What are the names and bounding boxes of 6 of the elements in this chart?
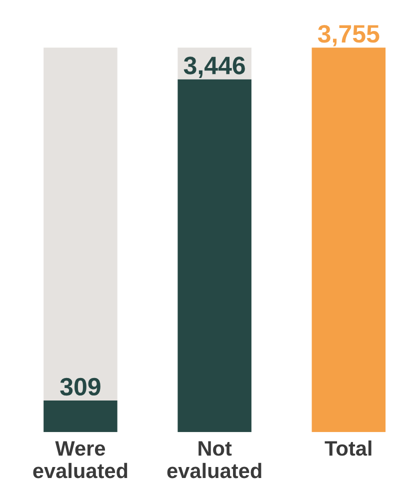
- x-tick-label: Not evaluated: [167, 441, 262, 478]
- x-tick-label: Total: [324, 440, 372, 456]
- data-label: 3,755: [318, 24, 380, 46]
- data-label: 309: [60, 378, 100, 396]
- x-tick-label: Were evaluated: [33, 441, 128, 478]
- data-label: 3,446: [184, 56, 245, 78]
